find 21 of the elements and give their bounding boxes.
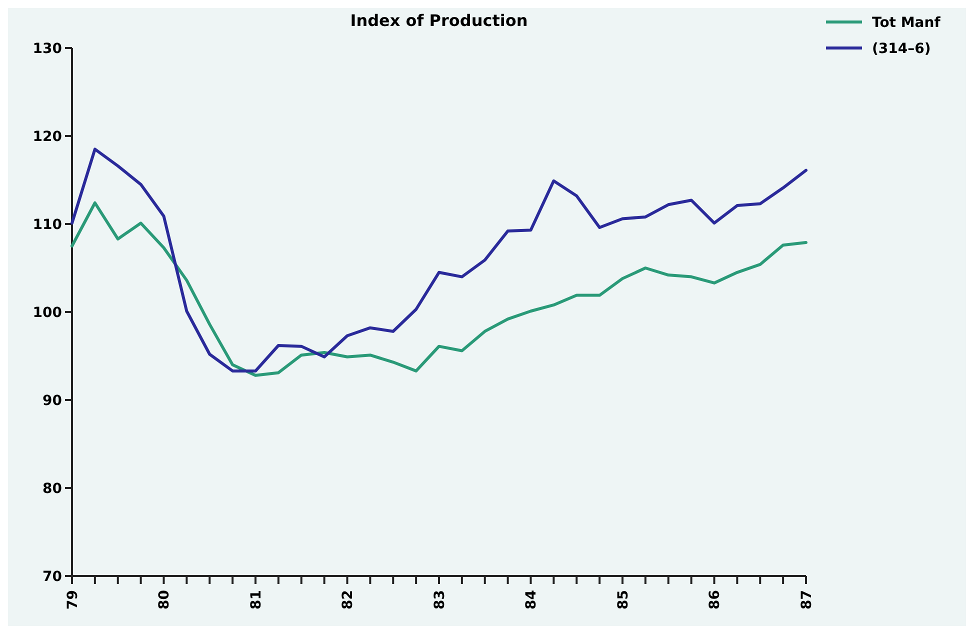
x-tick-label: 81 (248, 590, 264, 610)
y-tick-label: 100 (32, 304, 62, 321)
line-series (70, 201, 808, 377)
legend-label: (314–6) (872, 40, 931, 57)
legend-label: Tot Manf (872, 14, 942, 31)
line-series (70, 148, 808, 372)
x-tick-label: 84 (524, 590, 540, 610)
x-tick-label: 82 (340, 590, 356, 610)
y-tick-label: 120 (32, 128, 62, 145)
x-tick-label: 83 (432, 590, 448, 610)
chart-title: Index of Production (350, 11, 528, 30)
x-tick-label: 80 (156, 590, 173, 610)
y-tick-label: 90 (42, 392, 62, 409)
x-tick-label: 87 (798, 590, 815, 610)
x-tick-label: 85 (615, 590, 632, 610)
y-tick-label: 110 (32, 216, 62, 233)
x-tick-label: 86 (707, 590, 724, 610)
x-tick-label: 79 (64, 590, 81, 610)
y-tick-label: 80 (42, 480, 62, 497)
y-tick-label: 130 (32, 40, 62, 57)
y-tick-label: 70 (42, 568, 62, 585)
